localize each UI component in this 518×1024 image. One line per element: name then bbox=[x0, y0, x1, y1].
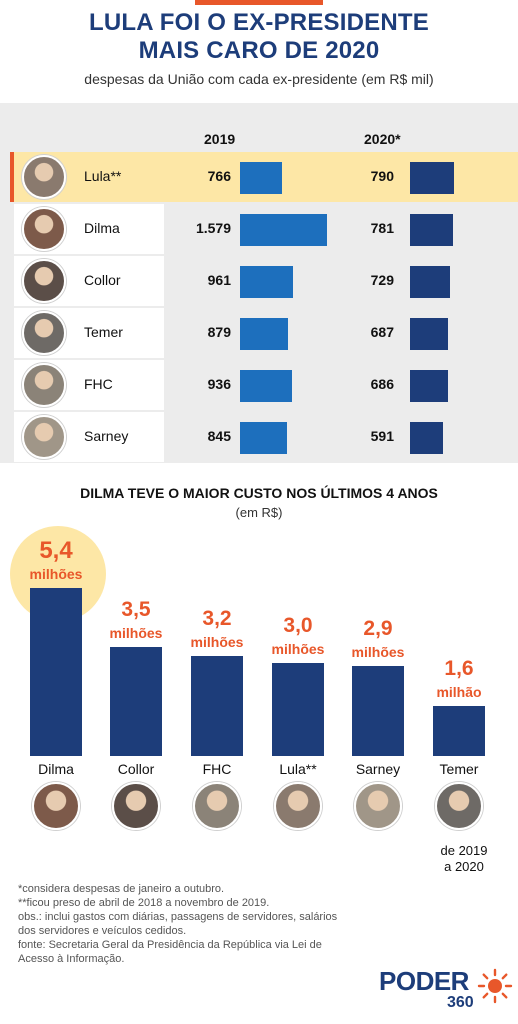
column-header-2020: 2020* bbox=[364, 131, 401, 147]
bar-2020-dilma bbox=[410, 214, 453, 246]
footnote-5: fonte: Secretaria Geral da Presidência d… bbox=[18, 939, 322, 951]
table-row-temer: Temer 879 687 bbox=[14, 308, 518, 358]
unit-label-fhc: milhões bbox=[190, 634, 244, 650]
bar-2019-fhc bbox=[240, 370, 292, 402]
logo-word: PODER bbox=[379, 966, 469, 996]
bar-2019-dilma bbox=[240, 214, 327, 246]
row-name-lula: Lula** bbox=[84, 168, 122, 184]
avatar-collor bbox=[22, 259, 66, 303]
category-label-sarney: Sarney bbox=[355, 761, 401, 777]
poder360-logo: PODER 360 bbox=[379, 966, 513, 1011]
value-label-sarney: 2,9 bbox=[363, 617, 393, 640]
value-2019-dilma: 1.579 bbox=[195, 220, 231, 236]
row-name-sarney: Sarney bbox=[84, 428, 129, 444]
logo-number: 360 bbox=[447, 994, 474, 1011]
footnote-4: dos servidores e veículos cedidos. bbox=[18, 925, 187, 937]
table-row-dilma: Dilma 1.579 781 bbox=[14, 204, 518, 254]
value-2019-sarney: 845 bbox=[207, 428, 231, 444]
unit-label-dilma: milhões bbox=[29, 566, 83, 582]
vbar-temer bbox=[433, 706, 485, 756]
footnote-1: *considera despesas de janeiro a outubro… bbox=[18, 883, 225, 895]
value-label-lula: 3,0 bbox=[283, 614, 313, 637]
value-2019-lula: 766 bbox=[207, 168, 231, 184]
avatar-lula-chart bbox=[274, 782, 322, 830]
unit-label-lula: milhões bbox=[271, 641, 325, 657]
value-label-temer: 1,6 bbox=[444, 657, 474, 680]
bar-2019-sarney bbox=[240, 422, 287, 454]
temer-note-line1: de 2019 bbox=[440, 843, 488, 858]
value-2020-temer: 687 bbox=[370, 324, 394, 340]
value-label-dilma: 5,4 bbox=[39, 537, 73, 564]
unit-label-temer: milhão bbox=[436, 684, 482, 700]
value-2020-collor: 729 bbox=[370, 272, 394, 288]
footnote-2: **ficou preso de abril de 2018 a novembr… bbox=[18, 897, 270, 909]
vbar-dilma bbox=[30, 588, 82, 756]
category-label-temer: Temer bbox=[439, 761, 479, 777]
avatar-fhc bbox=[22, 363, 66, 407]
unit-label-collor: milhões bbox=[109, 625, 163, 641]
value-2019-collor: 961 bbox=[207, 272, 231, 288]
section2-subtitle: (em R$) bbox=[235, 505, 283, 520]
table-row-sarney: Sarney 845 591 bbox=[14, 412, 518, 462]
page-subtitle: despesas da União com cada ex-presidente… bbox=[84, 71, 434, 87]
bar-2020-collor bbox=[410, 266, 450, 298]
bar-2020-temer bbox=[410, 318, 448, 350]
vbar-fhc bbox=[191, 656, 243, 756]
value-label-fhc: 3,2 bbox=[202, 607, 232, 630]
bar-2019-collor bbox=[240, 266, 293, 298]
page-title-line1: LULA FOI O EX-PRESIDENTE bbox=[89, 9, 429, 36]
value-label-collor: 3,5 bbox=[121, 598, 151, 621]
footnote-6: Acesso à Informação. bbox=[18, 953, 125, 965]
row-name-collor: Collor bbox=[84, 272, 121, 288]
avatar-temer-chart bbox=[435, 782, 483, 830]
vbar-lula bbox=[272, 663, 324, 756]
temer-period-note: de 2019 a 2020 bbox=[424, 843, 504, 875]
value-2019-fhc: 936 bbox=[207, 376, 231, 392]
value-2019-temer: 879 bbox=[207, 324, 231, 340]
row-name-fhc: FHC bbox=[84, 376, 113, 392]
avatar-fhc-chart bbox=[193, 782, 241, 830]
avatar-sarney-chart bbox=[354, 782, 402, 830]
section2-title: DILMA TEVE O MAIOR CUSTO NOS ÚLTIMOS 4 A… bbox=[80, 485, 438, 501]
row-name-temer: Temer bbox=[84, 324, 123, 340]
bar-2020-fhc bbox=[410, 370, 448, 402]
row-value-cell bbox=[164, 152, 518, 202]
vbar-sarney bbox=[352, 666, 404, 756]
footnote-3: obs.: inclui gastos com diárias, passage… bbox=[18, 911, 338, 923]
avatar-temer bbox=[22, 311, 66, 355]
category-label-dilma: Dilma bbox=[38, 761, 74, 777]
value-2020-sarney: 591 bbox=[370, 428, 394, 444]
category-label-collor: Collor bbox=[117, 761, 155, 777]
table-row-lula: Lula** 766 790 bbox=[10, 152, 518, 202]
highlight-accent-bar bbox=[10, 152, 14, 202]
value-2020-fhc: 686 bbox=[370, 376, 394, 392]
bar-2019-lula bbox=[240, 162, 282, 194]
temer-note-line2: a 2020 bbox=[444, 859, 484, 874]
category-label-fhc: FHC bbox=[202, 761, 232, 777]
value-2020-lula: 790 bbox=[370, 168, 394, 184]
table-row-collor: Collor 961 729 bbox=[14, 256, 518, 306]
top-accent-line bbox=[195, 0, 323, 5]
bar-2020-lula bbox=[410, 162, 454, 194]
vbar-collor bbox=[110, 647, 162, 756]
avatar-dilma bbox=[22, 207, 66, 251]
bar-2020-sarney bbox=[410, 422, 443, 454]
row-name-dilma: Dilma bbox=[84, 220, 120, 236]
avatar-dilma-chart bbox=[32, 782, 80, 830]
avatar-collor-chart bbox=[112, 782, 160, 830]
column-header-2019: 2019 bbox=[204, 131, 236, 147]
value-2020-dilma: 781 bbox=[370, 220, 394, 236]
unit-label-sarney: milhões bbox=[351, 644, 405, 660]
avatar-sarney bbox=[22, 415, 66, 459]
sun-icon bbox=[477, 968, 513, 1004]
bar-2019-temer bbox=[240, 318, 288, 350]
table-row-fhc: FHC 936 686 bbox=[14, 360, 518, 410]
avatar-lula bbox=[22, 155, 66, 199]
page-title-line2: MAIS CARO DE 2020 bbox=[138, 37, 380, 64]
category-label-lula: Lula** bbox=[279, 761, 317, 777]
